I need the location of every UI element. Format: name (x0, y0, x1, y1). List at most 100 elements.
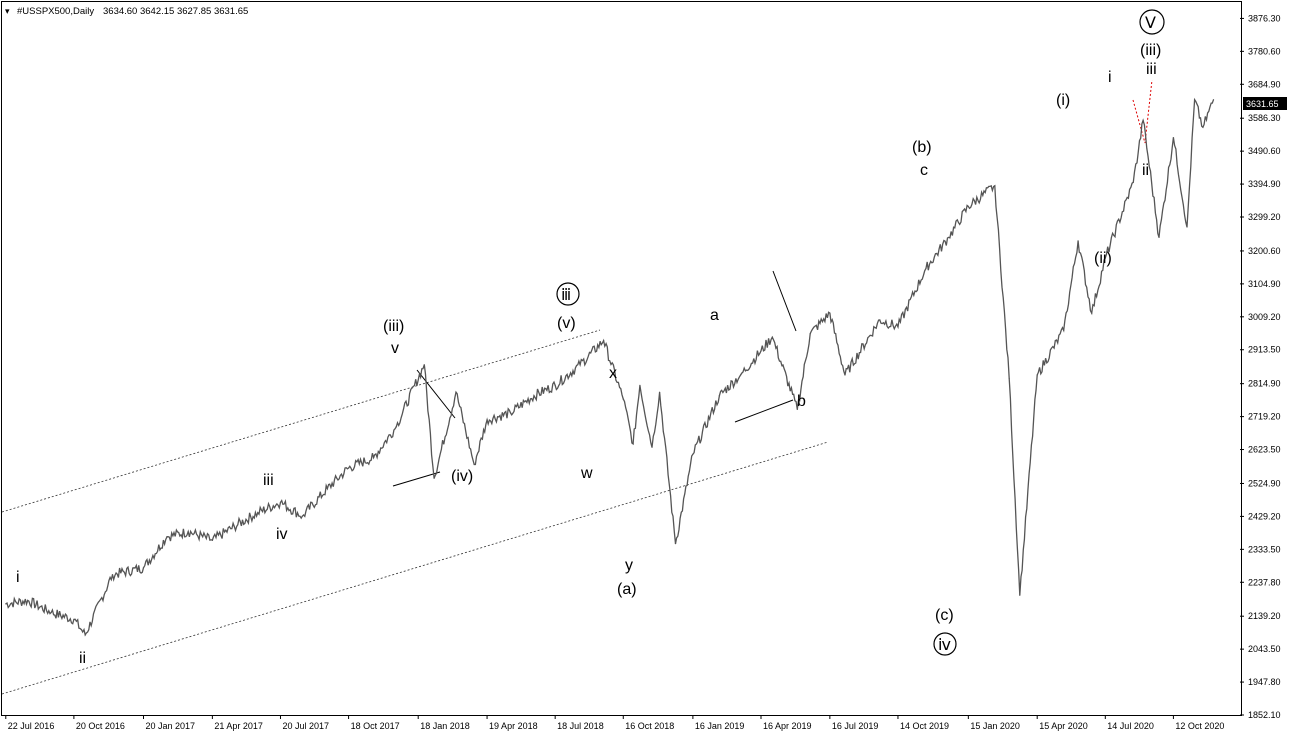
y-tick-label: 1852.10 (1248, 710, 1281, 720)
price-point (554, 384, 556, 386)
price-point (257, 512, 259, 514)
chart-header-arrow[interactable]: ▾ (5, 6, 10, 16)
y-tick-label: 2913.50 (1248, 345, 1281, 355)
price-series (5, 97, 1215, 637)
price-point (372, 457, 375, 459)
price-point (533, 395, 535, 397)
price-point (948, 236, 950, 238)
y-tick-label: 2719.20 (1248, 412, 1281, 422)
price-point (473, 463, 475, 466)
price-point (1008, 377, 1010, 380)
wave-label: b (797, 393, 806, 410)
price-point (187, 531, 189, 533)
price-point (27, 599, 29, 602)
price-point (809, 333, 811, 335)
wave-label: v (391, 340, 399, 357)
price-point (1172, 136, 1175, 139)
price-point (347, 467, 350, 469)
price-point (486, 419, 488, 421)
y-tick-label: 3009.20 (1248, 312, 1281, 322)
wave-label: iii (1146, 61, 1157, 78)
price-point (233, 525, 235, 528)
y-tick-label: 2623.50 (1248, 445, 1281, 455)
price-point (897, 326, 899, 328)
price-point (455, 391, 457, 393)
price-point (433, 477, 435, 479)
y-axis: 3876.30 3780.60 3684.90 3586.30 3490.60 3394.… (1240, 13, 1281, 720)
x-tick-label: 21 Apr 2017 (214, 721, 263, 731)
x-tick-label: 18 Jul 2018 (557, 721, 604, 731)
x-tick-label: 20 Jul 2017 (282, 721, 329, 731)
x-tick-label: 22 Jul 2016 (8, 721, 55, 731)
wave-label: i (1108, 69, 1112, 86)
y-tick-label: 1947.80 (1248, 677, 1281, 687)
wave-label: (c) (935, 607, 954, 624)
price-point (301, 515, 304, 517)
current-price-label: 3631.65 (1246, 99, 1279, 109)
wave-circle (556, 282, 580, 306)
price-point (829, 312, 831, 314)
wave-label: ⅲ (561, 287, 571, 304)
price-point (771, 336, 773, 338)
y-tick-label: 2429.20 (1248, 511, 1281, 521)
x-tick-label: 16 Apr 2019 (763, 721, 812, 731)
price-point (509, 412, 512, 414)
x-tick-label: 16 Oct 2018 (625, 721, 674, 731)
wave-label: ⅳ (938, 637, 951, 654)
price-point (1186, 226, 1188, 228)
price-point (1193, 99, 1196, 101)
price-point (1142, 119, 1144, 121)
x-tick-label: 15 Jan 2020 (970, 721, 1020, 731)
y-tick-label: 3299.20 (1248, 212, 1281, 222)
y-tick-label: 2333.50 (1248, 544, 1281, 554)
wave-label: c (920, 162, 928, 179)
price-point (1158, 236, 1160, 238)
price-point (326, 487, 328, 490)
y-tick-label: 3490.60 (1248, 146, 1281, 156)
price-point (1202, 126, 1204, 128)
projection-line (1132, 79, 1153, 144)
x-tick-label: 16 Jan 2019 (695, 721, 745, 731)
price-point (692, 453, 694, 455)
wave-label: (v) (557, 315, 576, 332)
wave-label: (i) (1056, 92, 1070, 109)
price-point (925, 267, 927, 269)
wave-label: y (625, 557, 633, 574)
price-point (994, 185, 996, 187)
price-point (658, 391, 661, 393)
price-point (50, 611, 52, 614)
plot-frame (1, 1, 1242, 716)
price-point (622, 398, 624, 400)
x-tick-label: 20 Jan 2017 (146, 721, 196, 731)
price-point (796, 408, 798, 411)
price-point (1019, 594, 1021, 596)
price-point (1212, 99, 1215, 101)
price-point (5, 603, 7, 605)
price-point (1132, 181, 1134, 183)
x-tick-label: 18 Oct 2017 (351, 721, 400, 731)
trendline-2 (416, 369, 456, 419)
price-point (579, 364, 581, 366)
y-tick-label: 3876.30 (1248, 13, 1281, 23)
wave-label: x (609, 365, 617, 382)
wave-label: w (580, 465, 593, 482)
trendline-1 (392, 471, 441, 487)
wave-label: i (16, 569, 20, 586)
price-point (674, 543, 677, 545)
x-tick-label: 16 Jul 2019 (832, 721, 879, 731)
price-point (423, 364, 425, 366)
price-point (166, 536, 168, 538)
wave-label: (iii) (1140, 42, 1161, 59)
y-tick-label: 3586.30 (1248, 113, 1281, 123)
price-point (718, 395, 720, 397)
price-point (279, 501, 282, 503)
current-price-tag (1243, 97, 1287, 110)
wave-circle (933, 632, 957, 656)
symbol-label: #USSPX500,Daily (17, 6, 94, 17)
price-point (639, 384, 641, 386)
x-tick-label: 14 Oct 2019 (900, 721, 949, 731)
price-point (1091, 312, 1093, 314)
wave-label: ii (79, 650, 86, 667)
